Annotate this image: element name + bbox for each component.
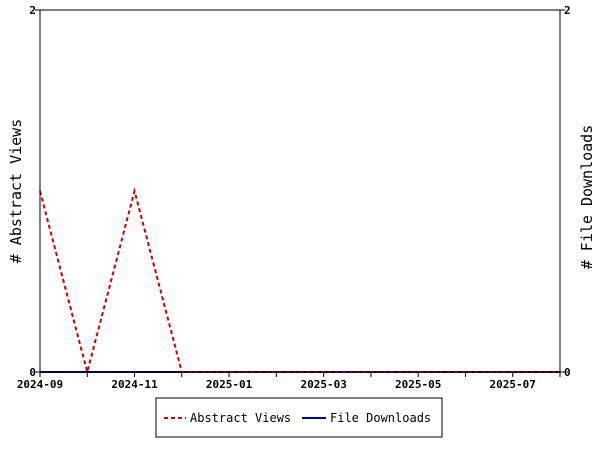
axes: 2024-09 2024-11 2025-01 2025-03 2025-05 2025-… [17,4,571,391]
legend-label-file-downloads: File Downloads [330,411,431,425]
x-tick-label: 2025-03 [300,378,346,391]
y-right-tick-label: 2 [564,4,571,17]
x-tick-label: 2025-07 [490,378,536,391]
x-tick-label: 2024-11 [111,378,158,391]
x-tick-label: 2025-05 [395,378,441,391]
x-tick-label: 2024-09 [17,378,63,391]
x-tick-label: 2025-01 [206,378,253,391]
y-right-tick-label: 0 [564,366,571,379]
y-left-tick-label: 0 [29,366,36,379]
legend-box [155,397,443,438]
legend-label-abstract-views: Abstract Views [190,411,291,425]
legend: Abstract Views File Downloads [155,397,443,438]
y-right-axis-title: # File Downloads [578,125,596,270]
y-left-axis-title: # Abstract Views [7,119,25,264]
y-left-tick-label: 2 [29,4,36,17]
